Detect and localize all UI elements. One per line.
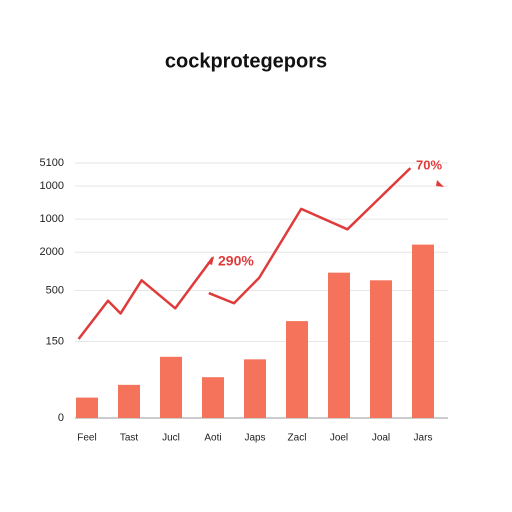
y-tick-label: 2000: [40, 246, 64, 258]
x-tick-label: Tast: [120, 433, 139, 444]
y-tick-label: 500: [46, 284, 64, 296]
chart-title: cockprotegepors: [165, 50, 327, 72]
x-tick-label: Feel: [77, 433, 96, 444]
y-tick-label: 1000: [40, 213, 64, 225]
x-tick-label: Aoti: [204, 433, 221, 444]
bar: [244, 359, 266, 418]
bar: [202, 377, 224, 418]
x-tick-label: Japs: [244, 433, 265, 444]
x-tick-label: Zacl: [288, 433, 307, 444]
line: [77, 167, 412, 340]
y-tick-label: 0: [58, 412, 64, 424]
bar: [328, 272, 350, 418]
y-tick-label: 150: [46, 335, 64, 347]
annotation: 290%: [218, 253, 254, 269]
bar: [76, 397, 98, 418]
y-tick-label: 5100: [40, 157, 64, 169]
x-tick-label: Jucl: [162, 433, 180, 444]
y-tick-label: 1000: [40, 180, 64, 192]
x-tick-label: Joal: [372, 433, 390, 444]
annotation: 70%: [416, 157, 442, 172]
bar: [370, 280, 392, 418]
bar: [412, 244, 434, 418]
arrow-head: [207, 256, 214, 265]
bar: [160, 356, 182, 418]
bar: [286, 321, 308, 418]
x-tick-label: Jars: [414, 433, 433, 444]
bar: [118, 384, 140, 418]
x-tick-label: Joel: [330, 433, 348, 444]
arrow-head: [436, 180, 444, 187]
